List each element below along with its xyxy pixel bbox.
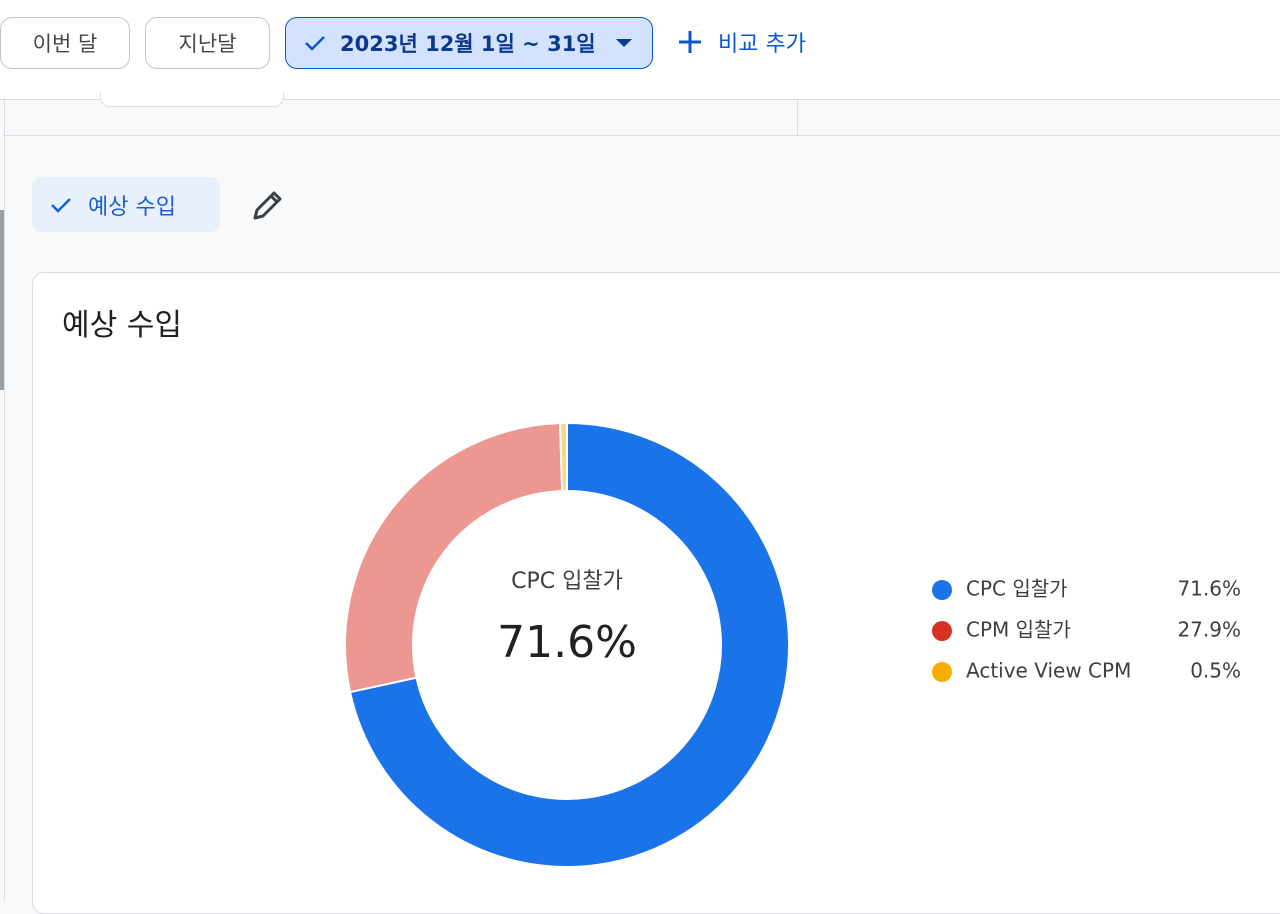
edit-icon[interactable] (250, 187, 286, 223)
slice (344, 422, 564, 694)
date-range: 2023년 12월 1일 ~ 31일 (340, 32, 596, 56)
divider (797, 100, 798, 135)
slice (348, 421, 790, 868)
last-month-button[interactable]: 지난달 (145, 17, 270, 69)
slice (558, 421, 568, 493)
legend-label: CPC 입찰가 (966, 577, 1068, 601)
panel-edge (100, 92, 284, 107)
legend-value: 27.9% (1177, 618, 1241, 642)
center-value: 71.6% (497, 617, 637, 668)
check-icon (305, 36, 325, 51)
chart-title: 예상 수입 (62, 308, 182, 343)
scrollbar (0, 210, 4, 390)
legend-value: 0.5% (1190, 659, 1241, 683)
add-compare-label: 비교 추가 (718, 32, 806, 57)
toolbar: 이번 달 지난달 2023년 12월 1일 ~ 31일 비교 추가 (0, 0, 1280, 100)
legend-marker (932, 580, 952, 600)
chart: CPC 입찰가 71.6% CPC 입찰가 71.6% CPM 입찰가 27.9% Ac… (344, 421, 1241, 868)
check-icon (51, 197, 71, 213)
filter-chip[interactable]: 예상 수입 (32, 177, 220, 232)
add-compare-button[interactable]: 비교 추가 (676, 26, 806, 58)
legend-marker (932, 621, 952, 641)
this-month-button[interactable]: 이번 달 (0, 17, 130, 69)
legend-value: 71.6% (1177, 577, 1241, 601)
date-range-button[interactable]: 2023년 12월 1일 ~ 31일 (285, 17, 653, 69)
legend-label: Active View CPM (966, 659, 1131, 683)
divider (4, 100, 5, 900)
plus-icon (679, 31, 701, 53)
legend-marker (932, 662, 952, 682)
center-label: CPC 입찰가 (511, 569, 623, 594)
chip-label: 예상 수입 (88, 194, 176, 220)
legend-label: CPM 입찰가 (966, 618, 1071, 642)
dropdown-icon (615, 39, 632, 47)
divider (4, 135, 1280, 136)
